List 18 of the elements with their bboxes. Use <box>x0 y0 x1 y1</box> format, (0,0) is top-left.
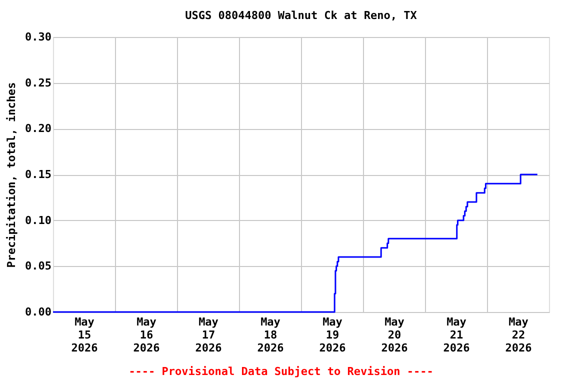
chart-title: USGS 08044800 Walnut Ck at Reno, TX <box>185 9 418 22</box>
y-tick-label: 0.05 <box>25 260 52 273</box>
y-axis-title: Precipitation, total, inches <box>5 82 18 268</box>
x-tick-label: May 21 2026 <box>443 316 470 354</box>
x-tick-label: May 17 2026 <box>195 316 222 354</box>
y-tick-label: 0.10 <box>25 214 52 227</box>
x-tick-label: May 19 2026 <box>319 316 346 354</box>
text: ---- Provisional Data Subject to Revision ---- <box>128 365 434 378</box>
x-tick-label: May 20 2026 <box>381 316 408 354</box>
x-tick-label: May 16 2026 <box>133 316 160 354</box>
y-tick-label: 0.30 <box>25 30 52 44</box>
x-tick-label: May 18 2026 <box>257 316 284 354</box>
x-tick-label: May 15 2026 <box>71 316 98 354</box>
y-tick-label: 0.20 <box>25 122 52 136</box>
y-tick-label: 0.25 <box>25 76 52 90</box>
x-tick-label: May 22 2026 <box>505 316 532 354</box>
y-tick-label: 0.15 <box>25 168 52 181</box>
y-tick-label: 0.00 <box>25 306 52 318</box>
